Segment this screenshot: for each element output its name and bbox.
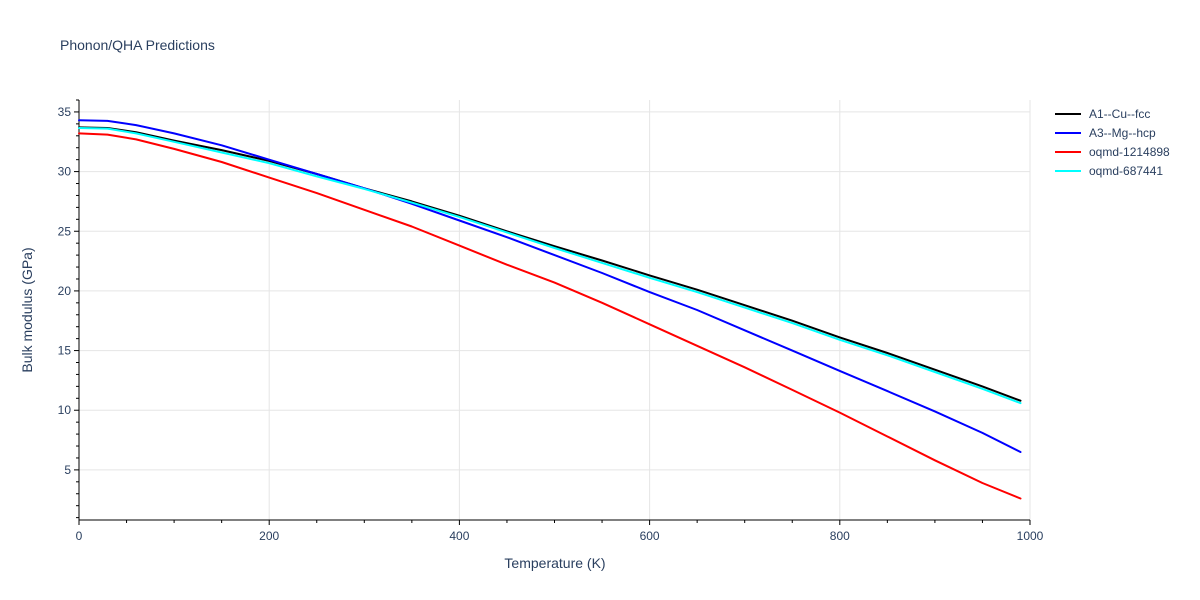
series-layer bbox=[78, 119, 1022, 500]
y-axis-title: Bulk modulus (GPa) bbox=[19, 247, 35, 372]
y-tick-label: 10 bbox=[58, 403, 72, 417]
axes-layer: 0 200 400 600 800 1000 5 10 15 20 25 30 35 bbox=[58, 99, 1044, 543]
y-tick-label: 20 bbox=[58, 284, 72, 298]
legend-item[interactable]: A3--Mg--hcp bbox=[1055, 126, 1156, 140]
y-tick-label: 30 bbox=[58, 165, 72, 179]
x-tick-label: 200 bbox=[259, 529, 279, 543]
y-tick-label: 15 bbox=[58, 344, 72, 358]
y-tick-label: 25 bbox=[58, 224, 72, 238]
legend-item[interactable]: oqmd-687441 bbox=[1055, 164, 1163, 178]
chart-title: Phonon/QHA Predictions bbox=[60, 37, 215, 53]
y-tick-label: 35 bbox=[58, 105, 72, 119]
x-tick-label: 800 bbox=[830, 529, 850, 543]
series-line-a3-mg-hcp[interactable] bbox=[78, 119, 1022, 453]
x-tick-label: 1000 bbox=[1017, 529, 1044, 543]
series-line-oqmd-687441[interactable] bbox=[78, 127, 1022, 405]
series-line-a1-cu-fcc[interactable] bbox=[78, 126, 1022, 402]
legend-label: oqmd-687441 bbox=[1089, 164, 1163, 178]
x-axis-title: Temperature (K) bbox=[504, 555, 605, 571]
legend-label: oqmd-1214898 bbox=[1089, 145, 1170, 159]
legend-item[interactable]: oqmd-1214898 bbox=[1055, 145, 1170, 159]
series-line-oqmd-1214898[interactable] bbox=[78, 132, 1022, 500]
x-tick-label: 400 bbox=[449, 529, 469, 543]
legend-item[interactable]: A1--Cu--fcc bbox=[1055, 107, 1150, 121]
y-tick-label: 5 bbox=[64, 463, 71, 477]
grid-layer bbox=[79, 100, 1031, 520]
legend-label: A3--Mg--hcp bbox=[1089, 126, 1156, 140]
x-tick-label: 600 bbox=[640, 529, 660, 543]
legend[interactable]: A1--Cu--fcc A3--Mg--hcp oqmd-1214898 oqmd-6… bbox=[1055, 107, 1170, 178]
x-tick-label: 0 bbox=[76, 529, 83, 543]
legend-label: A1--Cu--fcc bbox=[1089, 107, 1150, 121]
